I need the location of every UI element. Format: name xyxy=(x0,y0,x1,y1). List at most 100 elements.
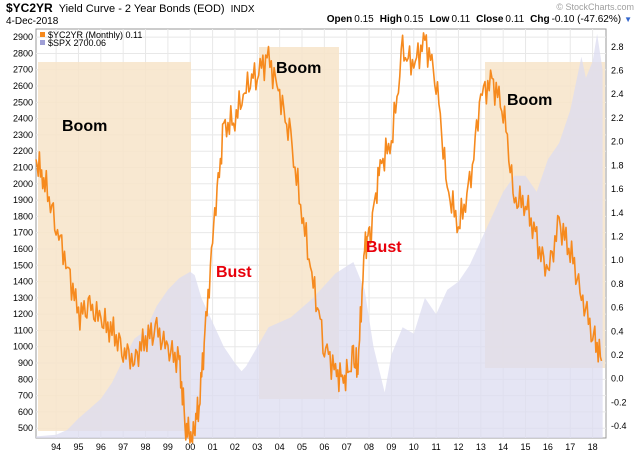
boom-label-1: Boom xyxy=(62,118,107,135)
x-tick-label: 13 xyxy=(476,442,486,452)
right-tick-label: 0.0 xyxy=(611,374,624,384)
x-tick-label: 12 xyxy=(453,442,463,452)
x-tick-label: 99 xyxy=(163,442,173,452)
close-label: Close xyxy=(476,14,504,25)
legend-spx-label: $SPX 2700.06 xyxy=(48,38,106,48)
left-tick-label: 1400 xyxy=(13,277,33,287)
right-tick-label: 2.6 xyxy=(611,65,624,75)
x-tick-label: 96 xyxy=(96,442,106,452)
x-tick-label: 09 xyxy=(386,442,396,452)
right-tick-label: -0.4 xyxy=(611,421,627,431)
x-axis: 94 95 96 97 98 99 00 01 02 03 04 05 06 07 08 09 10 11 12 13… xyxy=(51,442,597,452)
x-tick-label: 03 xyxy=(252,442,262,452)
watermark: © StockCharts.com xyxy=(556,2,634,12)
right-tick-label: 0.8 xyxy=(611,279,624,289)
x-tick-label: 05 xyxy=(297,442,307,452)
left-tick-label: 1800 xyxy=(13,211,33,221)
chart-symbol: $YC2YR xyxy=(6,1,53,15)
right-tick-label: 2.8 xyxy=(611,42,624,52)
right-tick-label: 2.2 xyxy=(611,113,624,123)
yield-curve-line-series xyxy=(35,32,603,444)
left-tick-label: 1300 xyxy=(13,293,33,303)
x-tick-label: 95 xyxy=(73,442,83,452)
right-tick-label: 0.4 xyxy=(611,326,624,336)
left-tick-label: 1900 xyxy=(13,195,33,205)
left-tick-label: 2900 xyxy=(13,32,33,42)
x-tick-label: 98 xyxy=(141,442,151,452)
x-tick-label: 14 xyxy=(498,442,508,452)
left-tick-label: 2800 xyxy=(13,48,33,58)
left-tick-label: 800 xyxy=(18,374,33,384)
legend: $YC2YR (Monthly) 0.11 $SPX 2700.06 xyxy=(40,30,142,48)
boom-label-2: Boom xyxy=(276,60,321,77)
high-label: High xyxy=(379,14,402,25)
x-tick-label: 00 xyxy=(185,442,195,452)
x-tick-label: 04 xyxy=(275,442,285,452)
chart-date: 4-Dec-2018 xyxy=(6,16,59,27)
left-tick-label: 900 xyxy=(18,358,33,368)
legend-yc-swatch xyxy=(40,32,45,37)
x-tick-label: 97 xyxy=(118,442,128,452)
left-tick-label: 2200 xyxy=(13,146,33,156)
chg-dropdown-icon[interactable]: ▼ xyxy=(624,15,632,24)
left-tick-label: 2100 xyxy=(13,163,33,173)
right-tick-label: 0.6 xyxy=(611,303,624,313)
left-tick-label: 1600 xyxy=(13,244,33,254)
chart-title-line: $YC2YR Yield Curve - 2 Year Bonds (EOD) IN… xyxy=(6,1,255,15)
left-tick-label: 2500 xyxy=(13,97,33,107)
close-value: 0.11 xyxy=(505,14,525,25)
x-tick-label: 15 xyxy=(521,442,531,452)
x-tick-label: 94 xyxy=(51,442,61,452)
x-tick-label: 07 xyxy=(342,442,352,452)
bust-label-1: Bust xyxy=(216,264,252,281)
left-tick-label: 2700 xyxy=(13,65,33,75)
left-tick-label: 500 xyxy=(18,423,33,433)
low-value: 0.11 xyxy=(451,14,471,25)
right-tick-label: 1.2 xyxy=(611,231,624,241)
x-tick-label: 16 xyxy=(543,442,553,452)
right-tick-label: 0.2 xyxy=(611,350,624,360)
boom-label-3: Boom xyxy=(507,92,552,109)
left-tick-label: 2600 xyxy=(13,81,33,91)
left-tick-label: 2400 xyxy=(13,114,33,124)
legend-spx-swatch xyxy=(40,40,45,45)
left-tick-label: 1200 xyxy=(13,309,33,319)
legend-yc-label: $YC2YR (Monthly) 0.11 xyxy=(48,30,142,40)
right-tick-label: 2.0 xyxy=(611,137,624,147)
left-tick-label: 1500 xyxy=(13,260,33,270)
right-tick-label: 1.6 xyxy=(611,184,624,194)
x-tick-label: 02 xyxy=(230,442,240,452)
spx-area-series xyxy=(36,33,603,439)
open-label: Open xyxy=(326,14,353,25)
left-tick-label: 2300 xyxy=(13,130,33,140)
x-tick-label: 17 xyxy=(565,442,575,452)
left-tick-label: 700 xyxy=(18,391,33,401)
left-tick-label: 1000 xyxy=(13,342,33,352)
right-tick-label: -0.2 xyxy=(611,397,627,407)
left-axis: 500 600 700 800 900 1000 1100 1200 1300 1400 1500 1… xyxy=(13,32,33,433)
x-tick-label: 10 xyxy=(409,442,419,452)
x-tick-label: 18 xyxy=(588,442,598,452)
right-tick-label: 1.8 xyxy=(611,160,624,170)
bust-label-2: Bust xyxy=(366,239,402,256)
left-tick-label: 2000 xyxy=(13,179,33,189)
ohlc-readout: Open 0.15 High 0.15 Low 0.11 Close 0.11 Chg -0.10… xyxy=(321,14,632,25)
x-tick-label: 06 xyxy=(319,442,329,452)
chg-label: Chg xyxy=(530,14,550,25)
open-value: 0.15 xyxy=(354,14,374,25)
x-tick-label: 08 xyxy=(364,442,374,452)
x-tick-label: 11 xyxy=(431,442,440,452)
chart-description: Yield Curve - 2 Year Bonds (EOD) xyxy=(58,3,225,15)
high-value: 0.15 xyxy=(403,14,424,25)
right-tick-label: 1.0 xyxy=(611,255,624,265)
x-tick-label: 01 xyxy=(208,442,218,452)
low-label: Low xyxy=(429,14,450,25)
right-axis: -0.4 -0.2 0.0 0.2 0.4 0.6 0.8 1.0 1.2 1.4 1.6 1.8 2.… xyxy=(611,42,627,431)
chg-value: -0.10 (-47.62%) xyxy=(551,14,622,25)
chart-exchange: INDX xyxy=(230,4,255,15)
left-tick-label: 600 xyxy=(18,407,33,417)
right-tick-label: 2.4 xyxy=(611,89,624,99)
left-tick-label: 1100 xyxy=(14,325,33,335)
